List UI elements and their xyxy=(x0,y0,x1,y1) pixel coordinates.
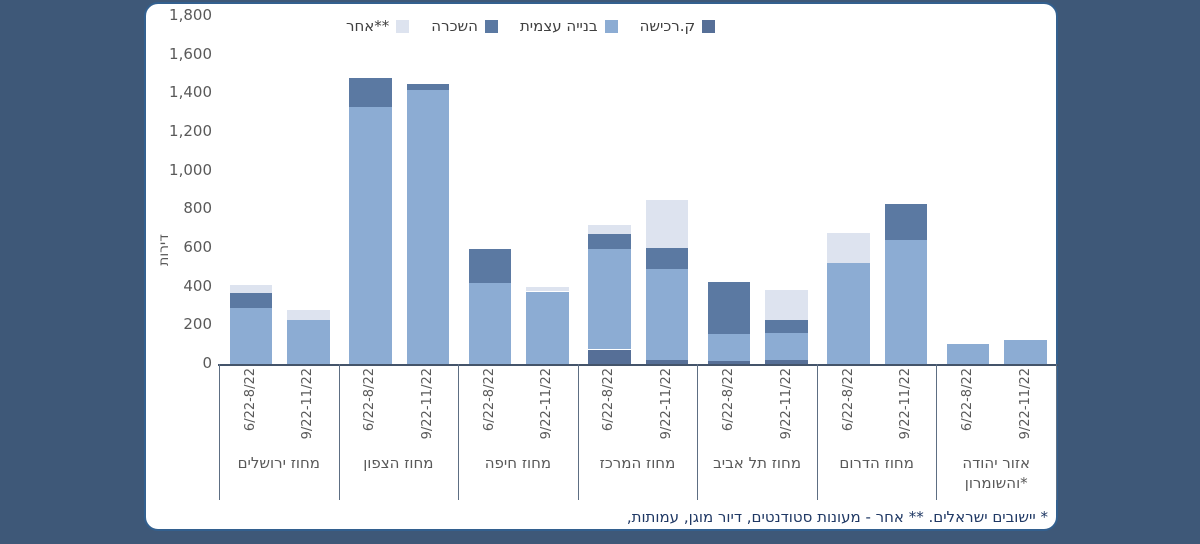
bar-segment xyxy=(707,281,751,335)
bar-segment xyxy=(287,309,330,320)
y-tick-label: 200 xyxy=(183,315,212,334)
x-axis-line xyxy=(218,364,1058,366)
category-label: מחוז חיפה xyxy=(484,454,552,472)
y-tick-label: 600 xyxy=(183,238,212,256)
x-tick-label: 9/22-11/22 xyxy=(539,368,555,440)
x-tick-label: 6/22-8/22 xyxy=(601,368,617,432)
x-tick-label: 9/22-11/22 xyxy=(300,368,316,440)
bar-segment xyxy=(588,234,631,249)
y-tick-label: 800 xyxy=(183,199,212,218)
chart-card: אחר** השכרה בנייה עצמית ק.רכישה דירות 0 200 4… xyxy=(144,2,1058,531)
y-tick-label: 1,600 xyxy=(169,44,212,63)
y-tick-label: 400 xyxy=(183,276,212,295)
legend-label: בנייה עצמית xyxy=(519,17,598,35)
category-label: אזור יהודה והשומרון* xyxy=(962,454,1031,492)
category-label: מחוז המרכז xyxy=(599,454,676,472)
bar-segment xyxy=(645,199,689,248)
bar-segment xyxy=(645,360,689,364)
bar-segment xyxy=(229,307,272,364)
legend-swatch xyxy=(702,19,716,33)
bar-segment xyxy=(1004,339,1047,364)
bar-segment xyxy=(526,286,569,292)
x-tick-label: 9/22-11/22 xyxy=(419,368,435,440)
legend-label: אחר** xyxy=(346,17,390,35)
x-tick-label: 6/22-8/22 xyxy=(481,368,497,432)
x-tick-label: 6/22-8/22 xyxy=(960,368,976,432)
category-divider xyxy=(577,364,579,500)
bar-segment xyxy=(645,248,689,270)
y-tick-label: 1,200 xyxy=(169,122,212,140)
bar-segment xyxy=(468,248,512,283)
bar-segment xyxy=(468,282,512,364)
bar-segment xyxy=(229,293,272,308)
legend-item: השכרה xyxy=(431,17,498,35)
x-tick-label: 9/22-11/22 xyxy=(898,368,914,440)
category-label: מחוז הצפון xyxy=(363,454,434,472)
bar-segment xyxy=(946,343,990,364)
bar-segment xyxy=(765,333,808,361)
bar-segment xyxy=(707,334,751,362)
bar-segment xyxy=(588,349,631,364)
legend-item: אחר** xyxy=(346,17,410,35)
bar-segment xyxy=(588,224,631,235)
category-divider xyxy=(816,364,818,500)
legend-swatch xyxy=(604,19,618,33)
footnote: * יישובים ישראלים. ** אחר - מעונות סטודנ… xyxy=(626,508,1048,526)
y-tick-label: 1,400 xyxy=(169,83,212,102)
x-tick-label: 6/22-8/22 xyxy=(840,368,856,432)
category-divider xyxy=(697,364,699,500)
y-tick-label: 0 xyxy=(202,354,212,372)
legend-label: ק.רכישה xyxy=(639,17,696,35)
x-tick-label: 9/22-11/22 xyxy=(1017,368,1033,440)
bar-segment xyxy=(229,284,272,294)
bar-segment xyxy=(406,90,450,364)
category-divider xyxy=(1056,364,1057,500)
bar-segment xyxy=(707,361,751,364)
x-tick-label: 9/22-11/22 xyxy=(658,368,674,440)
bar-segment xyxy=(406,83,450,91)
category-divider xyxy=(458,364,460,500)
bar-segment xyxy=(827,263,870,364)
chart-legend: אחר** השכרה בנייה עצמית ק.רכישה xyxy=(346,15,716,37)
bar-segment xyxy=(645,269,689,361)
category-label: מחוז הדרום xyxy=(839,454,914,472)
bar-segment xyxy=(765,360,808,364)
bar-segment xyxy=(287,319,330,364)
bar-segment xyxy=(349,77,392,107)
category-divider xyxy=(936,364,938,500)
x-tick-label: 6/22-8/22 xyxy=(721,368,737,432)
bar-segment xyxy=(349,106,392,364)
legend-label: השכרה xyxy=(431,17,478,35)
legend-item: בנייה עצמית xyxy=(520,17,618,35)
legend-item: ק.רכישה xyxy=(640,17,716,35)
bar-segment xyxy=(526,291,569,364)
legend-swatch xyxy=(396,19,410,33)
legend-swatch xyxy=(484,19,498,33)
bar-segment xyxy=(588,248,631,350)
y-tick-label: 1,800 xyxy=(169,6,212,24)
bar-segment xyxy=(884,203,928,241)
category-label: מחוז ירושלים xyxy=(237,454,320,472)
bar-segment xyxy=(827,232,870,264)
x-tick-label: 6/22-8/22 xyxy=(362,368,378,432)
category-label: מחוז תל אביב xyxy=(713,454,802,472)
category-divider xyxy=(219,364,220,500)
bar-segment xyxy=(765,289,808,320)
bar-segment xyxy=(884,240,928,364)
bar-segment xyxy=(765,319,808,334)
x-tick-label: 9/22-11/22 xyxy=(778,368,794,440)
category-divider xyxy=(338,364,340,500)
y-tick-label: 1,000 xyxy=(169,160,212,179)
x-tick-label: 6/22-8/22 xyxy=(242,368,258,432)
